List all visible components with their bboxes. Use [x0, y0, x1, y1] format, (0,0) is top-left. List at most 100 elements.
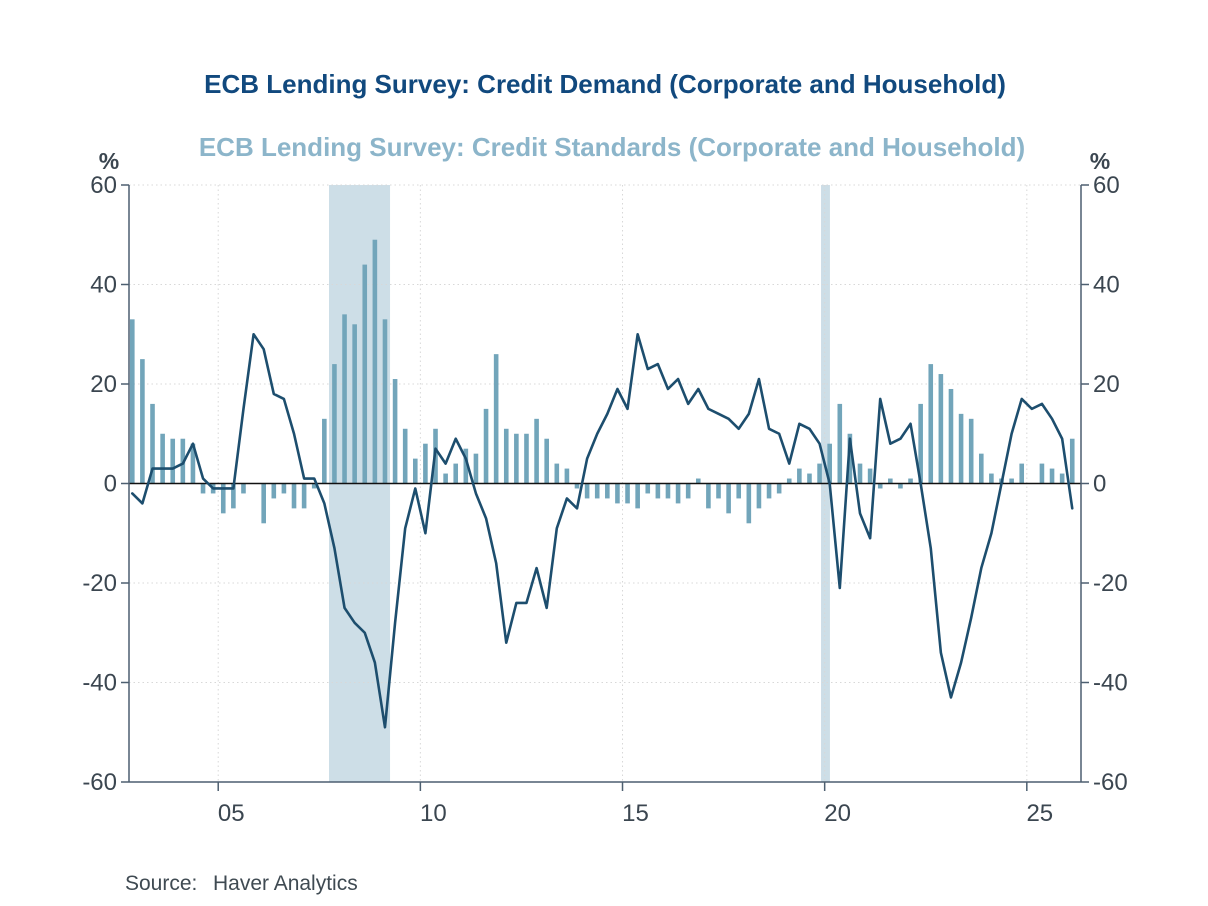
bar-credit-standards	[140, 359, 145, 484]
chart-title-credit-demand: ECB Lending Survey: Credit Demand (Corpo…	[204, 69, 1006, 99]
bar-credit-standards	[574, 483, 580, 489]
bar-credit-standards	[160, 433, 165, 484]
bar-credit-standards	[908, 478, 913, 484]
bar-credit-standards	[958, 413, 964, 484]
bar-credit-standards	[382, 319, 388, 484]
y-tick-label-right: -60	[1093, 769, 1128, 796]
bar-credit-standards	[190, 443, 196, 484]
percent-label-left: %	[99, 148, 119, 174]
bar-credit-standards	[605, 483, 610, 499]
bar-credit-standards	[241, 483, 246, 494]
bar-credit-standards	[594, 483, 600, 499]
bar-credit-standards	[271, 483, 277, 499]
bar-credit-standards	[261, 483, 266, 524]
y-tick-label-right: 40	[1093, 272, 1120, 299]
bar-credit-standards	[847, 433, 853, 484]
bar-credit-standards	[685, 483, 691, 499]
chart-title-credit-standards: ECB Lending Survey: Credit Standards (Co…	[199, 132, 1025, 162]
bar-credit-standards	[564, 468, 570, 484]
bar-credit-standards	[281, 483, 287, 494]
bar-credit-standards	[544, 438, 549, 484]
bar-credit-standards	[483, 408, 489, 484]
bar-credit-standards	[1049, 468, 1055, 484]
bar-credit-standards	[423, 443, 428, 484]
bar-credit-standards	[797, 468, 802, 484]
y-tick-label-left: -20	[82, 570, 117, 597]
bar-credit-standards	[291, 483, 297, 509]
bar-credit-standards	[402, 428, 408, 484]
y-tick-label-right: 0	[1093, 471, 1106, 498]
bar-credit-standards	[938, 374, 944, 484]
bar-credit-standards	[534, 418, 539, 484]
bar-credit-standards	[968, 418, 974, 484]
bar-credit-standards	[888, 478, 893, 484]
bar-credit-standards	[352, 324, 357, 484]
bar-credit-standards	[837, 403, 843, 484]
bar-credit-standards	[989, 473, 994, 484]
bar-credit-standards	[332, 364, 337, 484]
bar-credit-standards	[1019, 463, 1025, 484]
bar-credit-standards	[807, 473, 812, 484]
x-tick-label: 25	[1026, 800, 1053, 827]
bar-credit-standards	[615, 483, 620, 504]
bar-credit-standards	[786, 478, 792, 484]
bar-credit-standards	[827, 443, 832, 484]
bar-credit-standards	[675, 483, 681, 504]
y-tick-label-left: 40	[90, 272, 117, 299]
bar-credit-standards	[463, 448, 469, 484]
y-axis-left-ticks: 60 40 20 0 -20 -40 -60	[82, 172, 129, 796]
bar-credit-standards	[200, 483, 206, 494]
bar-credit-standards	[736, 483, 742, 499]
bar-credit-standards	[362, 264, 368, 484]
bar-credit-standards	[1059, 473, 1065, 484]
bar-credit-standards	[817, 463, 822, 484]
bar-credit-standards	[392, 379, 398, 484]
bar-credit-standards	[524, 433, 529, 484]
bar-credit-standards	[301, 483, 307, 509]
bar-credit-standards	[1039, 463, 1045, 484]
bar-credit-standards	[877, 483, 883, 489]
bar-credit-standards	[342, 314, 347, 484]
bar-credit-standards	[311, 483, 317, 489]
bar-credit-standards	[372, 239, 378, 484]
percent-label-right: %	[1090, 148, 1110, 174]
x-tick-label: 15	[622, 800, 649, 827]
bar-credit-standards	[1009, 478, 1014, 484]
credit-standards-bars	[130, 239, 1075, 524]
bar-credit-standards	[746, 483, 752, 524]
bar-credit-standards	[443, 473, 448, 484]
source-label: Source:	[125, 872, 197, 895]
bar-credit-standards	[918, 403, 923, 484]
y-tick-label-right: 20	[1093, 371, 1120, 398]
bar-credit-standards	[756, 483, 762, 509]
y-tick-label-left: 20	[90, 371, 117, 398]
bar-credit-standards	[514, 433, 519, 484]
bar-credit-standards	[655, 483, 661, 499]
bar-credit-standards	[412, 458, 418, 484]
y-tick-label-left: -40	[82, 670, 117, 697]
bar-credit-standards	[645, 483, 651, 494]
bar-credit-standards	[695, 478, 701, 484]
bar-credit-standards	[453, 463, 459, 484]
bar-credit-standards	[220, 483, 226, 514]
bar-credit-standards	[665, 483, 671, 499]
bar-credit-standards	[625, 483, 630, 504]
bar-credit-standards	[857, 463, 863, 484]
bar-credit-standards	[716, 483, 721, 499]
line-credit-demand	[131, 332, 1074, 729]
bar-credit-standards	[776, 483, 782, 494]
x-tick-label: 20	[824, 800, 851, 827]
y-tick-label-right: -20	[1093, 570, 1128, 597]
bar-credit-standards	[231, 483, 236, 509]
bar-credit-standards	[726, 483, 731, 514]
y-tick-label-left: 0	[104, 471, 117, 498]
bar-credit-standards	[928, 364, 934, 484]
bar-credit-standards	[170, 438, 176, 484]
bar-credit-standards	[766, 483, 772, 499]
bar-credit-standards	[867, 468, 873, 484]
bar-credit-standards	[978, 453, 984, 484]
bar-credit-standards	[948, 388, 954, 484]
bar-credit-standards	[706, 483, 711, 509]
